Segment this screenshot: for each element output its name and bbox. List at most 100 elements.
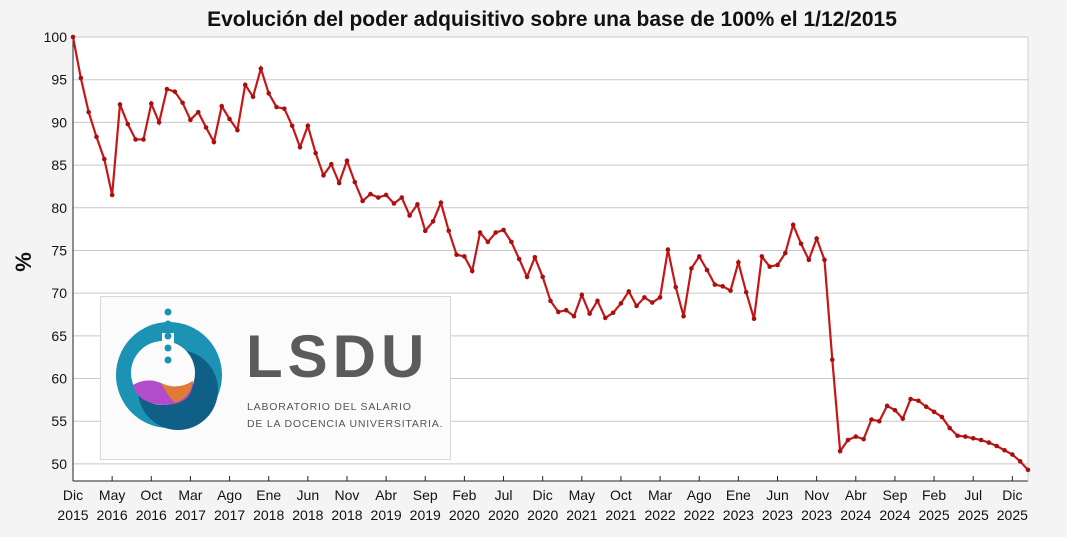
data-point	[657, 295, 663, 300]
data-point	[164, 86, 170, 92]
x-tick-label-year: 2019	[410, 507, 441, 523]
data-point	[360, 198, 365, 204]
data-point	[955, 433, 960, 439]
data-point	[861, 436, 866, 442]
logo-subtitle-line2: DE LA DOCENCIA UNIVERSITARIA.	[247, 418, 444, 430]
x-tick-label-year: 2018	[331, 507, 362, 523]
data-point	[258, 66, 264, 71]
data-point	[743, 290, 749, 295]
data-point	[963, 434, 968, 439]
data-point	[900, 416, 906, 421]
data-point	[133, 137, 138, 142]
data-point	[172, 89, 178, 94]
data-point	[524, 274, 530, 280]
data-point	[485, 239, 491, 245]
x-tick-label-year: 2024	[879, 507, 910, 523]
data-point	[70, 34, 76, 40]
data-point	[344, 158, 350, 164]
logo-name: LSDU	[246, 323, 430, 390]
data-point	[375, 195, 381, 200]
data-point	[422, 228, 428, 234]
x-tick-label-year: 2022	[645, 507, 676, 523]
data-point	[148, 101, 154, 106]
x-tick-label-year: 2023	[762, 507, 793, 523]
data-point	[595, 298, 600, 304]
data-point	[297, 144, 303, 150]
x-tick-label-year: 2023	[723, 507, 754, 523]
data-point	[454, 252, 459, 258]
data-point	[195, 109, 201, 115]
data-point	[313, 150, 318, 156]
data-point	[642, 295, 647, 300]
data-point	[556, 309, 561, 315]
data-point	[141, 137, 146, 142]
data-point	[368, 191, 373, 197]
data-point	[853, 434, 859, 439]
x-tick-label-year: 2020	[488, 507, 519, 523]
x-tick-label-month: Oct	[140, 487, 162, 503]
data-point	[548, 298, 553, 304]
data-point	[790, 222, 796, 228]
data-point	[438, 200, 444, 205]
data-point	[939, 414, 945, 420]
data-point	[837, 448, 843, 454]
data-point	[1017, 459, 1023, 464]
data-point	[352, 179, 358, 185]
data-point	[673, 284, 679, 290]
data-point	[767, 264, 772, 269]
data-point	[540, 274, 545, 280]
data-point	[329, 161, 334, 167]
data-point	[211, 139, 217, 145]
x-tick-label-month: Oct	[610, 487, 632, 503]
data-point	[884, 403, 890, 409]
data-point	[587, 311, 592, 316]
x-tick-label-year: 2021	[605, 507, 636, 523]
x-tick-label-month: Dic	[63, 487, 83, 503]
data-point	[822, 257, 827, 263]
x-tick-label-month: Feb	[922, 487, 946, 503]
data-point	[274, 104, 279, 110]
data-point	[775, 262, 780, 268]
data-point	[415, 202, 420, 207]
x-tick-label-month: Ago	[687, 487, 712, 503]
x-tick-label-month: Jun	[297, 487, 320, 503]
data-point	[383, 192, 389, 198]
data-point	[86, 109, 91, 115]
y-tick-label: 95	[51, 72, 67, 88]
x-tick-label-month: Feb	[452, 487, 476, 503]
x-tick-label-year: 2017	[214, 507, 245, 523]
x-tick-label-year: 2024	[840, 507, 871, 523]
data-point	[908, 396, 913, 402]
data-point	[845, 437, 851, 443]
x-tick-label-year: 2015	[57, 507, 88, 523]
y-tick-labels: 50 55 60 65 70 75 80 85 90 95 100	[44, 29, 68, 472]
y-tick-label: 70	[51, 285, 67, 301]
data-point	[618, 301, 624, 306]
x-tick-label-month: Nov	[804, 487, 829, 503]
x-tick-label-year: 2025	[997, 507, 1028, 523]
y-tick-label: 65	[51, 328, 67, 344]
x-tick-label-year: 2020	[527, 507, 558, 523]
data-point	[728, 288, 733, 293]
data-point	[109, 192, 115, 198]
x-tick-label-month: Jul	[495, 487, 513, 503]
x-tick-label-month: Jul	[964, 487, 982, 503]
x-tick-label-year: 2016	[136, 507, 167, 523]
y-tick-label: 75	[51, 242, 67, 258]
data-point	[446, 228, 452, 234]
x-tick-label-year: 2023	[801, 507, 832, 523]
data-point	[970, 436, 976, 441]
x-tick-label-year: 2019	[371, 507, 402, 523]
x-tick-label-month: Dic	[533, 487, 553, 503]
x-tick-label-month: Dic	[1002, 487, 1022, 503]
data-point	[571, 313, 577, 319]
x-tick-label-month: Abr	[845, 487, 867, 503]
data-point	[994, 443, 999, 449]
data-point	[751, 316, 757, 322]
y-tick-label: 90	[51, 114, 67, 130]
data-point	[931, 409, 937, 415]
data-point	[923, 404, 929, 410]
data-point	[532, 254, 538, 260]
data-point	[407, 213, 412, 218]
data-point	[602, 315, 608, 321]
